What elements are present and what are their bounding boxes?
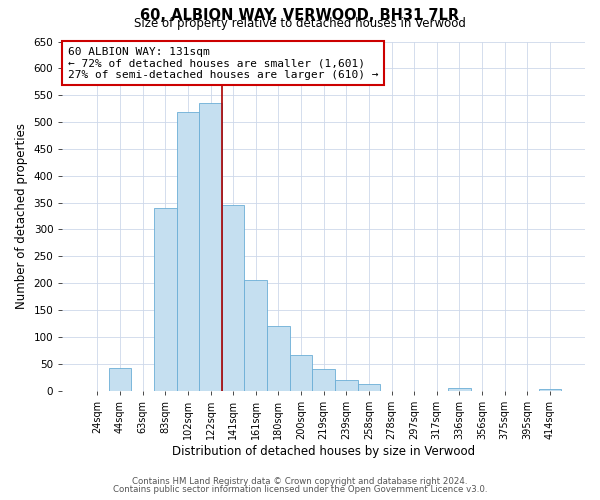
Bar <box>154 208 176 390</box>
Text: 60 ALBION WAY: 131sqm
← 72% of detached houses are smaller (1,601)
27% of semi-d: 60 ALBION WAY: 131sqm ← 72% of detached … <box>68 46 378 80</box>
Bar <box>199 104 222 391</box>
Text: 60, ALBION WAY, VERWOOD, BH31 7LR: 60, ALBION WAY, VERWOOD, BH31 7LR <box>140 8 460 22</box>
Bar <box>109 368 131 390</box>
Bar <box>335 380 358 390</box>
Text: Contains public sector information licensed under the Open Government Licence v3: Contains public sector information licen… <box>113 485 487 494</box>
Y-axis label: Number of detached properties: Number of detached properties <box>15 123 28 309</box>
Bar <box>267 326 290 390</box>
Bar <box>358 384 380 390</box>
Bar <box>448 388 471 390</box>
Bar <box>244 280 267 390</box>
Bar <box>176 112 199 390</box>
Text: Size of property relative to detached houses in Verwood: Size of property relative to detached ho… <box>134 18 466 30</box>
Text: Contains HM Land Registry data © Crown copyright and database right 2024.: Contains HM Land Registry data © Crown c… <box>132 477 468 486</box>
X-axis label: Distribution of detached houses by size in Verwood: Distribution of detached houses by size … <box>172 444 475 458</box>
Bar <box>313 369 335 390</box>
Bar <box>539 389 561 390</box>
Bar <box>290 354 313 390</box>
Bar <box>222 206 244 390</box>
